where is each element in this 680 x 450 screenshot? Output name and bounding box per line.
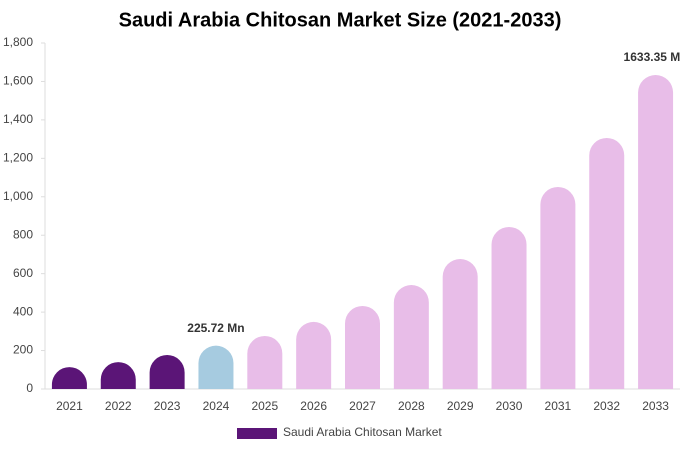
x-tick-label: 2032 xyxy=(593,399,620,413)
y-tick-label: 1,800 xyxy=(3,35,33,49)
x-tick-label: 2024 xyxy=(203,399,230,413)
y-tick-label: 0 xyxy=(26,381,33,395)
y-tick-label: 600 xyxy=(13,266,33,280)
value-label: 225.72 Mn xyxy=(187,321,244,335)
y-tick-label: 800 xyxy=(13,227,33,241)
x-tick-label: 2026 xyxy=(300,399,327,413)
x-tick-label: 2028 xyxy=(398,399,425,413)
y-tick-label: 1,000 xyxy=(3,189,33,203)
y-tick-label: 1,600 xyxy=(3,74,33,88)
x-tick-label: 2027 xyxy=(349,399,376,413)
bar xyxy=(51,367,87,389)
x-tick-label: 2022 xyxy=(105,399,132,413)
bar xyxy=(296,321,332,389)
bar xyxy=(198,345,234,389)
value-label: 1633.35 Mn xyxy=(624,50,680,64)
x-tick-label: 2023 xyxy=(154,399,181,413)
bar xyxy=(345,305,380,389)
bar xyxy=(442,259,478,389)
x-tick-label: 2030 xyxy=(496,399,523,413)
legend-swatch xyxy=(237,428,277,439)
bar xyxy=(589,137,625,389)
y-tick-label: 1,400 xyxy=(3,112,33,126)
legend-label: Saudi Arabia Chitosan Market xyxy=(283,425,442,439)
x-tick-label: 2029 xyxy=(447,399,474,413)
bar xyxy=(149,354,185,389)
y-tick-label: 1,200 xyxy=(3,151,33,165)
x-tick-label: 2025 xyxy=(251,399,278,413)
bar xyxy=(100,362,136,389)
x-tick-label: 2021 xyxy=(56,399,83,413)
chart-title: Saudi Arabia Chitosan Market Size (2021-… xyxy=(119,9,562,31)
x-tick-label: 2031 xyxy=(545,399,572,413)
y-tick-label: 200 xyxy=(13,343,33,357)
y-tick-label: 400 xyxy=(13,304,33,318)
bar xyxy=(247,335,283,389)
bar xyxy=(393,285,429,389)
bar xyxy=(638,75,674,389)
bar xyxy=(491,226,527,389)
x-tick-label: 2033 xyxy=(642,399,669,413)
bar xyxy=(540,186,576,389)
